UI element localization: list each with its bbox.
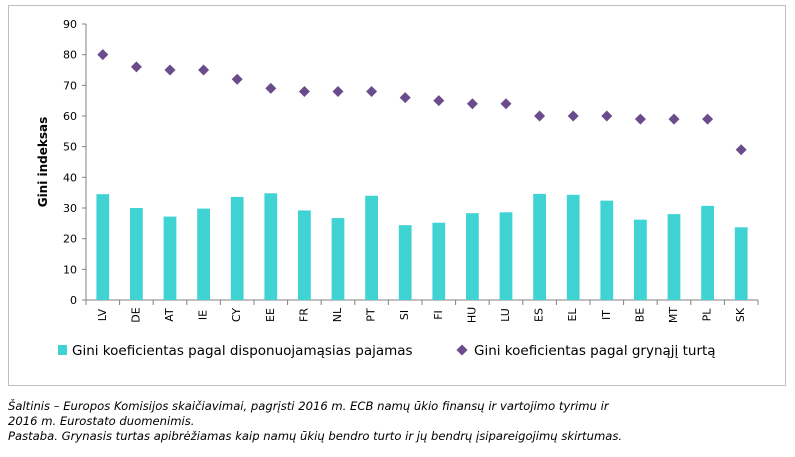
x-tick-label-es: ES xyxy=(533,308,546,322)
bar-be xyxy=(634,219,647,300)
x-tick-label-de: DE xyxy=(129,307,142,322)
x-tick-label-hu: HU xyxy=(465,307,478,323)
bar-lu xyxy=(499,212,513,300)
bar-de xyxy=(130,208,143,300)
marker-fi xyxy=(433,95,445,107)
bar-el xyxy=(566,194,580,300)
x-axis: LV DE AT IE CY EE FR NL PT SI FI HU LU ES EL IT BE MT PL SK xyxy=(85,299,759,323)
chart-notes: Šaltinis – Europos Komisijos skaičiavima… xyxy=(8,399,788,444)
source-note-line1: Šaltinis – Europos Komisijos skaičiavima… xyxy=(8,399,609,413)
x-tick-label-nl: NL xyxy=(331,307,344,322)
bar-it xyxy=(600,200,614,300)
x-tick-label-lu: LU xyxy=(499,308,512,322)
marker-es xyxy=(534,110,546,122)
x-tick-label-lv: LV xyxy=(96,308,109,321)
bar-fi xyxy=(432,222,446,300)
bar-si xyxy=(398,225,412,300)
marker-ie xyxy=(198,64,210,76)
bar-pl xyxy=(701,205,714,300)
marker-de xyxy=(130,61,142,73)
marker-hu xyxy=(466,98,478,110)
x-tick-label-it: IT xyxy=(600,310,613,320)
bar-mt xyxy=(667,214,681,300)
x-tick-label-sk: SK xyxy=(734,307,747,322)
bar-hu xyxy=(466,213,479,300)
marker-fr xyxy=(298,85,310,97)
x-tick-label-si: SI xyxy=(398,310,411,320)
marker-si xyxy=(399,92,411,104)
gini-chart: 0 10 20 30 40 50 60 70 80 90 LV DE AT IE CY EE FR NL PT SI… xyxy=(36,18,759,359)
legend-label-wealth: Gini koeficientas pagal grynąjį turtą xyxy=(474,343,716,359)
y-tick-label: 60 xyxy=(63,110,77,123)
x-tick-label-pl: PL xyxy=(701,308,714,322)
y-tick-label: 40 xyxy=(63,171,77,184)
legend-label-income: Gini koeficientas pagal disponuojamąsias… xyxy=(72,343,413,359)
y-axis: 0 10 20 30 40 50 60 70 80 90 xyxy=(63,18,87,307)
y-tick-label: 20 xyxy=(63,233,77,246)
marker-lv xyxy=(97,49,109,61)
bar-sk xyxy=(734,227,748,300)
marker-pl xyxy=(702,113,714,125)
bar-ie xyxy=(197,208,210,300)
bar-pt xyxy=(365,195,378,300)
legend: Gini koeficientas pagal disponuojamąsias… xyxy=(58,343,716,359)
bar-fr xyxy=(298,210,311,300)
y-tick-label: 0 xyxy=(70,294,77,307)
bar-ee xyxy=(264,193,278,300)
legend-swatch-wealth xyxy=(456,344,468,356)
y-tick-label: 70 xyxy=(63,79,77,92)
marker-el xyxy=(567,110,579,122)
y-tick-label: 50 xyxy=(63,141,77,154)
remark-note: Pastaba. Grynasis turtas apibrėžiamas ka… xyxy=(8,429,623,443)
x-tick-label-el: EL xyxy=(566,308,579,322)
legend-swatch-income xyxy=(58,345,67,355)
bar-lv xyxy=(96,194,110,300)
y-tick-label: 10 xyxy=(63,263,77,276)
marker-it xyxy=(601,110,613,122)
x-tick-label-fi: FI xyxy=(432,310,445,320)
marker-sk xyxy=(735,144,747,156)
x-tick-label-be: BE xyxy=(633,308,646,323)
y-tick-label: 90 xyxy=(63,18,77,31)
marker-cy xyxy=(231,73,243,85)
x-tick-label-ie: IE xyxy=(197,310,210,320)
x-tick-label-cy: CY xyxy=(230,308,243,322)
bar-es xyxy=(533,193,546,300)
marker-be xyxy=(634,113,646,125)
y-axis-label: Gini indeksas xyxy=(36,117,50,208)
x-tick-label-fr: FR xyxy=(297,308,310,322)
y-tick-label: 80 xyxy=(63,49,77,62)
marker-ee xyxy=(265,82,277,94)
marker-at xyxy=(164,64,176,76)
marker-pt xyxy=(366,85,378,97)
x-tick-label-ee: EE xyxy=(264,308,277,322)
x-tick-label-at: AT xyxy=(163,308,176,322)
x-tick-label-mt: MT xyxy=(667,307,680,323)
marker-nl xyxy=(332,85,344,97)
x-tick-label-pt: PT xyxy=(365,308,378,322)
y-tick-label: 30 xyxy=(63,202,77,215)
marker-mt xyxy=(668,113,680,125)
bar-series xyxy=(96,193,748,300)
marker-lu xyxy=(500,98,512,110)
bar-nl xyxy=(331,218,345,300)
marker-series xyxy=(97,49,747,156)
source-note-line2: 2016 m. Eurostato duomenimis. xyxy=(8,414,195,428)
bar-cy xyxy=(230,196,244,300)
bar-at xyxy=(163,216,177,300)
